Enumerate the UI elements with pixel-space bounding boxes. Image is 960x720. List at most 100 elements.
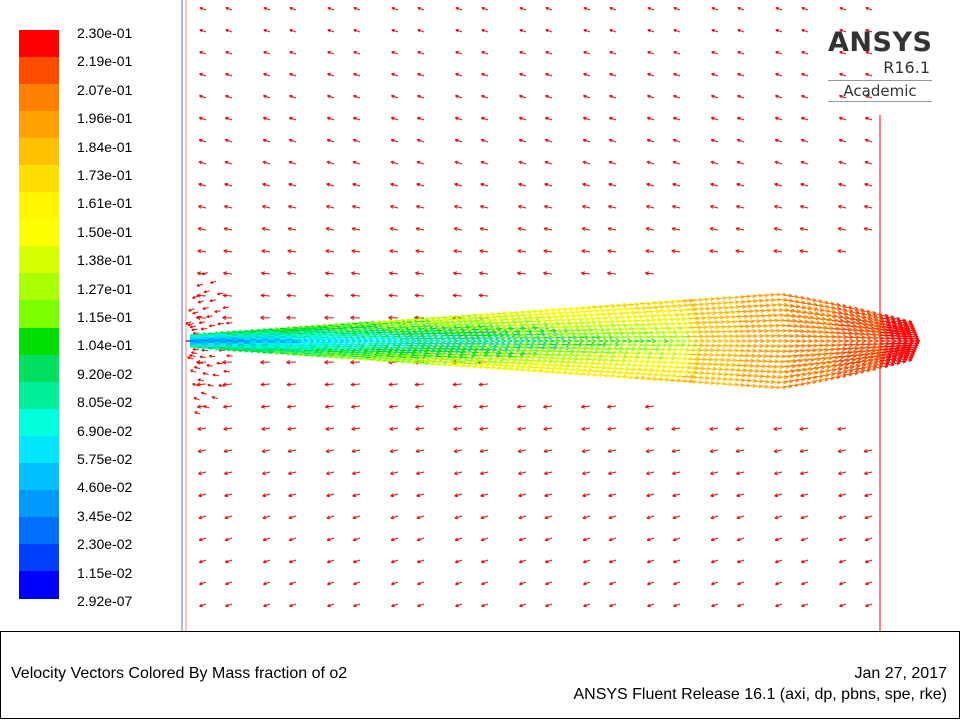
entrainment-vector [608, 537, 617, 542]
entrainment-vector [481, 603, 489, 608]
entrainment-vector [287, 471, 297, 476]
entrainment-vector [839, 6, 847, 11]
inlet-vector [191, 351, 198, 355]
entrainment-vector [838, 182, 847, 187]
entrainment-vector [262, 182, 271, 187]
inlet-vector [209, 299, 216, 303]
entrainment-vector [260, 382, 271, 387]
entrainment-vector [286, 315, 297, 320]
entrainment-vector [545, 581, 553, 586]
entrainment-vector [672, 138, 681, 143]
entrainment-vector [607, 249, 617, 254]
entrainment-vector [262, 138, 271, 143]
jet-vector [784, 313, 796, 318]
entrainment-vector [326, 116, 335, 121]
entrainment-vector [863, 449, 873, 453]
entrainment-vector [287, 249, 297, 254]
colorbar-label: 3.45e-02 [77, 507, 133, 524]
entrainment-vector [774, 138, 783, 143]
entrainment-vector [263, 50, 271, 55]
jet-vector [808, 320, 821, 325]
entrainment-vector [672, 515, 681, 520]
entrainment-vector [672, 160, 681, 165]
entrainment-vector [417, 94, 425, 99]
entrainment-vector [736, 493, 745, 498]
entrainment-vector [582, 116, 591, 121]
entrainment-vector [518, 138, 527, 143]
entrainment-vector [773, 449, 783, 453]
entrainment-vector [351, 204, 361, 209]
entrainment-vector [415, 204, 425, 209]
entrainment-vector [390, 138, 399, 143]
entrainment-vector [517, 249, 527, 254]
entrainment-vector [799, 249, 809, 254]
entrainment-vector [607, 271, 617, 276]
jet-vector [790, 358, 803, 363]
entrainment-vector [263, 6, 271, 11]
entrainment-vector [480, 493, 489, 498]
entrainment-vector [327, 581, 335, 586]
entrainment-vector [582, 493, 591, 498]
entrainment-vector [352, 160, 361, 165]
entrainment-vector [519, 94, 527, 99]
entrainment-vector [287, 426, 297, 431]
entrainment-vector [837, 227, 847, 231]
colorbar-swatch [19, 516, 59, 546]
entrainment-vector [261, 404, 271, 409]
entrainment-vector [388, 382, 399, 387]
entrainment-vector [673, 94, 681, 99]
entrainment-vector [326, 537, 335, 542]
colorbar-swatch [19, 111, 59, 140]
entrainment-vector [353, 603, 361, 608]
entrainment-vector [543, 426, 553, 431]
entrainment-vector [351, 249, 361, 254]
entrainment-vector [288, 160, 297, 165]
entrainment-vector [199, 94, 207, 99]
entrainment-vector [353, 94, 361, 99]
entrainment-vector [453, 249, 463, 254]
entrainment-vector [864, 537, 873, 542]
entrainment-vector [222, 382, 233, 387]
entrainment-vector [839, 28, 847, 33]
entrainment-vector [481, 50, 489, 55]
colorbar-swatch [19, 273, 59, 302]
entrainment-vector [773, 227, 783, 231]
entrainment-vector [838, 559, 847, 564]
inlet-vector [197, 361, 204, 365]
entrainment-vector [417, 6, 425, 11]
entrainment-vector [646, 559, 655, 564]
entrainment-vector [224, 493, 233, 498]
entrainment-vector [646, 138, 655, 143]
inlet-vector [193, 397, 200, 401]
entrainment-vector [350, 382, 361, 387]
entrainment-vector [481, 581, 489, 586]
entrainment-vector [671, 227, 681, 231]
entrainment-vector [607, 204, 617, 209]
entrainment-vector [391, 28, 399, 33]
inlet-vector [189, 325, 196, 329]
entrainment-vector [454, 493, 463, 498]
entrainment-vector [544, 116, 553, 121]
entrainment-vector [479, 426, 489, 431]
entrainment-vector [478, 293, 489, 298]
entrainment-vector [865, 72, 873, 77]
colorbar-label: 6.90e-02 [77, 422, 133, 439]
entrainment-vector [414, 293, 425, 298]
entrainment-vector [582, 559, 591, 564]
entrainment-vector [838, 160, 847, 165]
entrainment-vector [198, 160, 207, 165]
entrainment-vector [673, 28, 681, 33]
entrainment-vector [645, 249, 655, 254]
entrainment-vector [544, 493, 553, 498]
entrainment-vector [609, 603, 617, 608]
entrainment-vector [391, 603, 399, 608]
entrainment-vector [260, 315, 271, 320]
entrainment-vector [261, 204, 271, 209]
entrainment-vector [800, 160, 809, 165]
entrainment-vector [607, 426, 617, 431]
entrainment-vector [737, 50, 745, 55]
entrainment-vector [673, 72, 681, 77]
entrainment-vector [801, 581, 809, 586]
inlet-vector [202, 306, 209, 310]
entrainment-vector [352, 182, 361, 187]
